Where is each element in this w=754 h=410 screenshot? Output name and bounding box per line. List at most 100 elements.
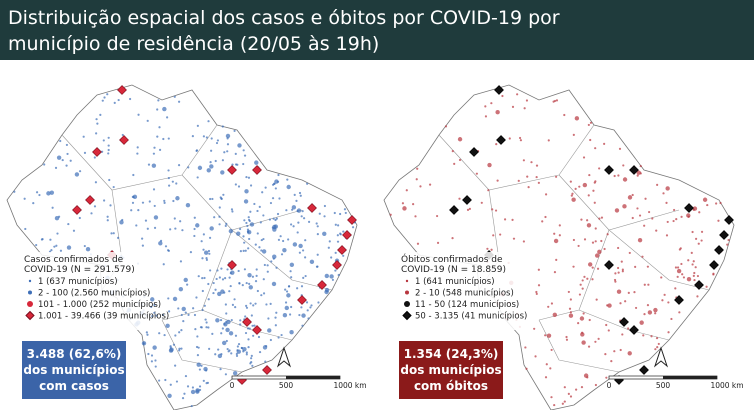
- municipality-dot: [254, 160, 259, 165]
- municipality-dot: [525, 99, 529, 102]
- municipality-dot: [458, 197, 461, 200]
- municipality-dot: [680, 215, 683, 218]
- municipality-dot: [675, 218, 678, 221]
- municipality-dot: [295, 199, 298, 202]
- municipality-dot: [256, 232, 259, 235]
- legend-item: 101 - 1.000 (252 municípios): [38, 300, 161, 310]
- municipality-dot: [297, 221, 300, 224]
- municipality-dot: [646, 265, 649, 268]
- municipality-dot: [112, 232, 115, 235]
- municipality-dot: [206, 381, 210, 384]
- municipality-dot: [156, 108, 159, 111]
- municipality-dot: [172, 296, 178, 302]
- municipality-dot: [570, 194, 573, 197]
- municipality-dot: [268, 218, 272, 221]
- municipality-dot: [619, 302, 622, 305]
- municipality-dot: [264, 360, 267, 363]
- municipality-dot: [163, 333, 166, 337]
- callout-text: 3.488 (62,6%): [27, 347, 122, 361]
- municipality-dot: [198, 368, 201, 371]
- municipality-dot: [574, 116, 580, 121]
- municipality-dot: [436, 241, 440, 244]
- municipality-dot: [245, 306, 249, 309]
- municipality-dot: [249, 210, 252, 213]
- municipality-dot: [296, 287, 299, 290]
- municipality-dot: [727, 238, 730, 242]
- municipality-dot: [583, 275, 586, 278]
- municipality-dot: [511, 105, 515, 108]
- municipality-dot: [577, 322, 580, 325]
- municipality-dot: [667, 301, 670, 304]
- legend-item: 1.001 - 39.466 (39 municípios): [38, 312, 169, 322]
- municipality-dot: [276, 180, 280, 183]
- municipality-dot: [203, 250, 209, 255]
- municipality-dot: [621, 268, 624, 271]
- municipality-dot: [181, 396, 185, 400]
- municipality-dot: [211, 197, 214, 201]
- large-municipality: [337, 245, 347, 255]
- municipality-dot: [154, 365, 157, 368]
- municipality-dot: [95, 132, 98, 135]
- municipality-dot: [583, 238, 587, 241]
- municipality-dot: [651, 217, 654, 220]
- municipality-dot: [642, 334, 645, 337]
- municipality-dot: [195, 388, 200, 393]
- municipality-dot: [647, 310, 653, 315]
- municipality-dot: [184, 311, 187, 314]
- municipality-dot: [307, 220, 311, 224]
- municipality-dot: [193, 313, 197, 317]
- municipality-dot: [243, 219, 246, 222]
- municipality-dot: [555, 175, 558, 178]
- municipality-dot: [211, 332, 214, 335]
- municipality-dot: [202, 233, 205, 236]
- municipality-dot: [206, 168, 211, 173]
- municipality-dot: [282, 239, 285, 243]
- municipality-dot: [224, 303, 227, 306]
- municipality-dot: [595, 298, 598, 301]
- municipality-dot: [525, 367, 528, 370]
- municipality-dot: [587, 345, 591, 348]
- municipality-dot: [291, 208, 294, 211]
- municipality-dot: [246, 327, 250, 330]
- municipality-dot: [152, 188, 156, 191]
- municipality-dot: [567, 290, 570, 294]
- municipality-dot: [300, 285, 304, 288]
- municipality-dot: [267, 317, 270, 320]
- municipality-dot: [553, 271, 557, 274]
- municipality-dot: [279, 235, 282, 238]
- municipality-dot: [589, 138, 592, 142]
- municipality-dot: [165, 323, 170, 328]
- municipality-dot: [178, 347, 181, 350]
- municipality-dot: [667, 331, 670, 334]
- municipality-dot: [172, 343, 176, 346]
- municipality-dot: [269, 201, 273, 205]
- municipality-dot: [173, 217, 176, 220]
- municipality-dot: [598, 217, 601, 220]
- municipality-dot: [586, 219, 589, 222]
- municipality-dot: [274, 316, 277, 319]
- municipality-dot: [660, 276, 663, 279]
- municipality-dot: [535, 175, 538, 179]
- municipality-dot: [569, 395, 573, 398]
- municipality-dot: [491, 208, 494, 211]
- municipality-dot: [234, 183, 237, 186]
- municipality-dot: [244, 249, 247, 252]
- municipality-dot: [236, 345, 239, 348]
- municipality-dot: [274, 324, 277, 327]
- municipality-dot: [301, 249, 305, 252]
- municipality-dot: [119, 220, 124, 225]
- large-municipality: [227, 260, 237, 270]
- municipality-dot: [581, 287, 584, 290]
- municipality-dot: [328, 240, 331, 243]
- municipality-dot: [289, 313, 292, 316]
- municipality-dot: [223, 322, 228, 327]
- municipality-dot: [242, 149, 245, 152]
- municipality-dot: [694, 266, 697, 269]
- municipality-dot: [238, 282, 241, 285]
- municipality-dot: [117, 98, 120, 102]
- municipality-dot: [225, 133, 231, 139]
- municipality-dot: [153, 226, 157, 229]
- municipality-dot: [522, 240, 525, 243]
- municipality-dot: [248, 285, 253, 290]
